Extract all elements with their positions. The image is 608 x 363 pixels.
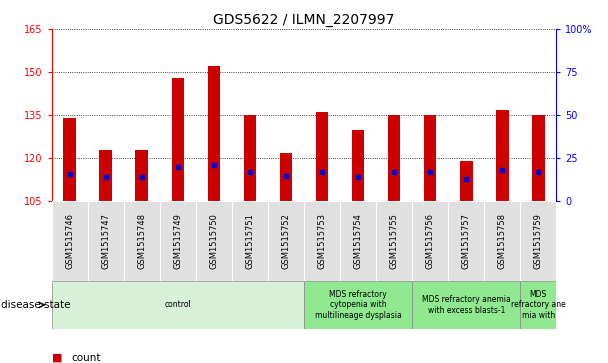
Bar [412,281,520,329]
Bar [484,201,520,281]
Bar [52,201,88,281]
Bar [496,110,508,201]
Bar [171,78,184,201]
Text: MDS refractory anemia
with excess blasts-1: MDS refractory anemia with excess blasts… [422,295,511,315]
Bar [376,201,412,281]
Bar [124,201,160,281]
Bar [207,66,220,201]
Bar [460,161,472,201]
Bar [412,201,448,281]
Bar [280,152,292,201]
Text: MDS refractory
cytopenia with
multilineage dysplasia: MDS refractory cytopenia with multilinea… [315,290,401,320]
Text: GSM1515757: GSM1515757 [461,213,471,269]
Bar [340,201,376,281]
Text: GSM1515748: GSM1515748 [137,213,147,269]
Bar [316,113,328,201]
Text: GSM1515747: GSM1515747 [102,213,110,269]
Bar [532,115,545,201]
Text: GSM1515759: GSM1515759 [534,213,543,269]
Bar [424,115,437,201]
Text: GSM1515755: GSM1515755 [390,213,399,269]
Bar [268,201,304,281]
Bar [448,201,484,281]
Bar [520,201,556,281]
Text: control: control [165,301,191,309]
Bar [520,281,556,329]
Bar [244,115,256,201]
Bar [196,201,232,281]
Title: GDS5622 / ILMN_2207997: GDS5622 / ILMN_2207997 [213,13,395,26]
Text: MDS
refractory ane
mia with: MDS refractory ane mia with [511,290,565,320]
Bar [304,281,412,329]
Text: GSM1515749: GSM1515749 [173,213,182,269]
Bar [136,150,148,201]
Bar [232,201,268,281]
Text: GSM1515756: GSM1515756 [426,213,435,269]
Bar [88,201,124,281]
Text: GSM1515746: GSM1515746 [65,213,74,269]
Text: GSM1515754: GSM1515754 [354,213,362,269]
Bar [160,201,196,281]
Bar [63,118,76,201]
Bar [100,150,112,201]
Text: GSM1515753: GSM1515753 [317,213,326,269]
Text: GSM1515751: GSM1515751 [246,213,254,269]
Bar [388,115,401,201]
Text: GSM1515752: GSM1515752 [282,213,291,269]
Bar [52,281,304,329]
Text: GSM1515758: GSM1515758 [498,213,506,269]
Text: ■: ■ [52,352,62,363]
Text: GSM1515750: GSM1515750 [209,213,218,269]
Bar [304,201,340,281]
Text: disease state: disease state [1,300,70,310]
Bar [352,130,364,201]
Text: count: count [72,352,102,363]
